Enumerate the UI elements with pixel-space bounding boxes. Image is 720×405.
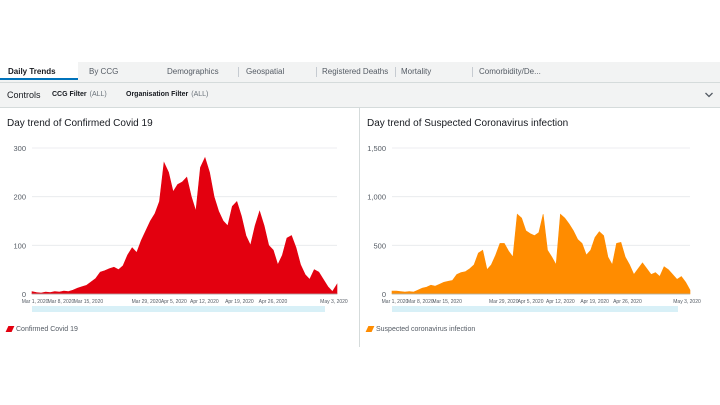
area-series[interactable] bbox=[391, 213, 691, 295]
tab-comorbidity[interactable]: Comorbidity/De... bbox=[479, 67, 541, 76]
range-scrollbar[interactable] bbox=[32, 306, 325, 312]
area-series[interactable] bbox=[31, 156, 338, 295]
tab-separator bbox=[316, 67, 317, 77]
y-tick-label: 0 bbox=[22, 290, 26, 299]
tab-mortality[interactable]: Mortality bbox=[401, 67, 432, 76]
organisation-filter-name: Organisation Filter bbox=[126, 91, 189, 98]
x-tick-label: Apr 12, 2020 bbox=[190, 299, 219, 305]
tab-registered-deaths[interactable]: Registered Deaths bbox=[322, 67, 389, 76]
tab-separator bbox=[472, 67, 473, 77]
ccg-filter-value: (ALL) bbox=[89, 91, 107, 98]
tab-by-ccg[interactable]: By CCG bbox=[89, 67, 119, 76]
y-tick-label: 1,500 bbox=[367, 144, 386, 153]
panel-divider bbox=[359, 108, 360, 347]
x-tick-label: Apr 19, 2020 bbox=[580, 299, 609, 305]
confirmed-chart-title: Day trend of Confirmed Covid 19 bbox=[7, 118, 153, 129]
ccg-filter[interactable]: CCG Filter (ALL) bbox=[52, 83, 107, 107]
x-tick-label: Mar 1, 2020 bbox=[22, 299, 49, 305]
x-tick-label: Mar 15, 2020 bbox=[432, 299, 462, 305]
tab-separator bbox=[395, 67, 396, 77]
x-tick-label: Mar 29, 2020 bbox=[132, 299, 162, 305]
organisation-filter[interactable]: Organisation Filter (ALL) bbox=[126, 83, 208, 107]
organisation-filter-value: (ALL) bbox=[191, 91, 209, 98]
x-tick-label: Apr 5, 2020 bbox=[161, 299, 187, 305]
y-tick-label: 200 bbox=[13, 193, 26, 202]
suspected-chart-title: Day trend of Suspected Coronavirus infec… bbox=[367, 118, 569, 129]
ccg-filter-name: CCG Filter bbox=[52, 91, 87, 98]
x-tick-label: Mar 8, 2020 bbox=[407, 299, 434, 305]
sheet-tab-bar: Daily Trends By CCG Demographics Geospat… bbox=[0, 62, 720, 83]
x-tick-label: Mar 29, 2020 bbox=[489, 299, 519, 305]
controls-bar: Controls CCG Filter (ALL) Organisation Fi… bbox=[0, 83, 720, 108]
legend-swatch-icon bbox=[5, 326, 15, 333]
x-tick-label: May 3, 2020 bbox=[673, 299, 701, 305]
y-tick-label: 1,000 bbox=[367, 193, 386, 202]
legend-swatch-icon bbox=[365, 326, 375, 333]
tab-geospatial[interactable]: Geospatial bbox=[246, 67, 285, 76]
confirmed-legend[interactable]: Confirmed Covid 19 bbox=[5, 326, 78, 333]
y-tick-label: 300 bbox=[13, 144, 26, 153]
dashboard: Daily Trends By CCG Demographics Geospat… bbox=[0, 62, 720, 347]
controls-toggle[interactable]: Controls bbox=[7, 90, 41, 100]
x-tick-label: Apr 12, 2020 bbox=[546, 299, 575, 305]
x-tick-label: Mar 15, 2020 bbox=[74, 299, 104, 305]
x-tick-label: Apr 26, 2020 bbox=[613, 299, 642, 305]
suspected-legend[interactable]: Suspected coronavirus infection bbox=[365, 326, 476, 333]
confirmed-covid-panel: Day trend of Confirmed Covid 19 300 200 10… bbox=[0, 108, 359, 347]
y-tick-label: 0 bbox=[382, 290, 386, 299]
chevron-down-icon[interactable] bbox=[704, 90, 714, 100]
suspected-legend-label: Suspected coronavirus infection bbox=[376, 326, 476, 333]
confirmed-legend-label: Confirmed Covid 19 bbox=[16, 326, 78, 333]
x-tick-label: Apr 26, 2020 bbox=[259, 299, 288, 305]
x-tick-label: Apr 5, 2020 bbox=[518, 299, 544, 305]
y-tick-label: 100 bbox=[13, 241, 26, 250]
x-tick-label: Mar 8, 2020 bbox=[48, 299, 75, 305]
range-scrollbar[interactable] bbox=[392, 306, 678, 312]
x-tick-label: Apr 19, 2020 bbox=[225, 299, 254, 305]
suspected-covid-panel: Day trend of Suspected Coronavirus infec… bbox=[360, 108, 720, 347]
x-tick-label: Mar 1, 2020 bbox=[382, 299, 409, 305]
tab-separator bbox=[238, 67, 239, 77]
tab-daily-trends[interactable]: Daily Trends bbox=[0, 62, 78, 80]
x-tick-label: May 3, 2020 bbox=[320, 299, 348, 305]
tab-demographics[interactable]: Demographics bbox=[167, 67, 219, 76]
y-tick-label: 500 bbox=[373, 241, 386, 250]
